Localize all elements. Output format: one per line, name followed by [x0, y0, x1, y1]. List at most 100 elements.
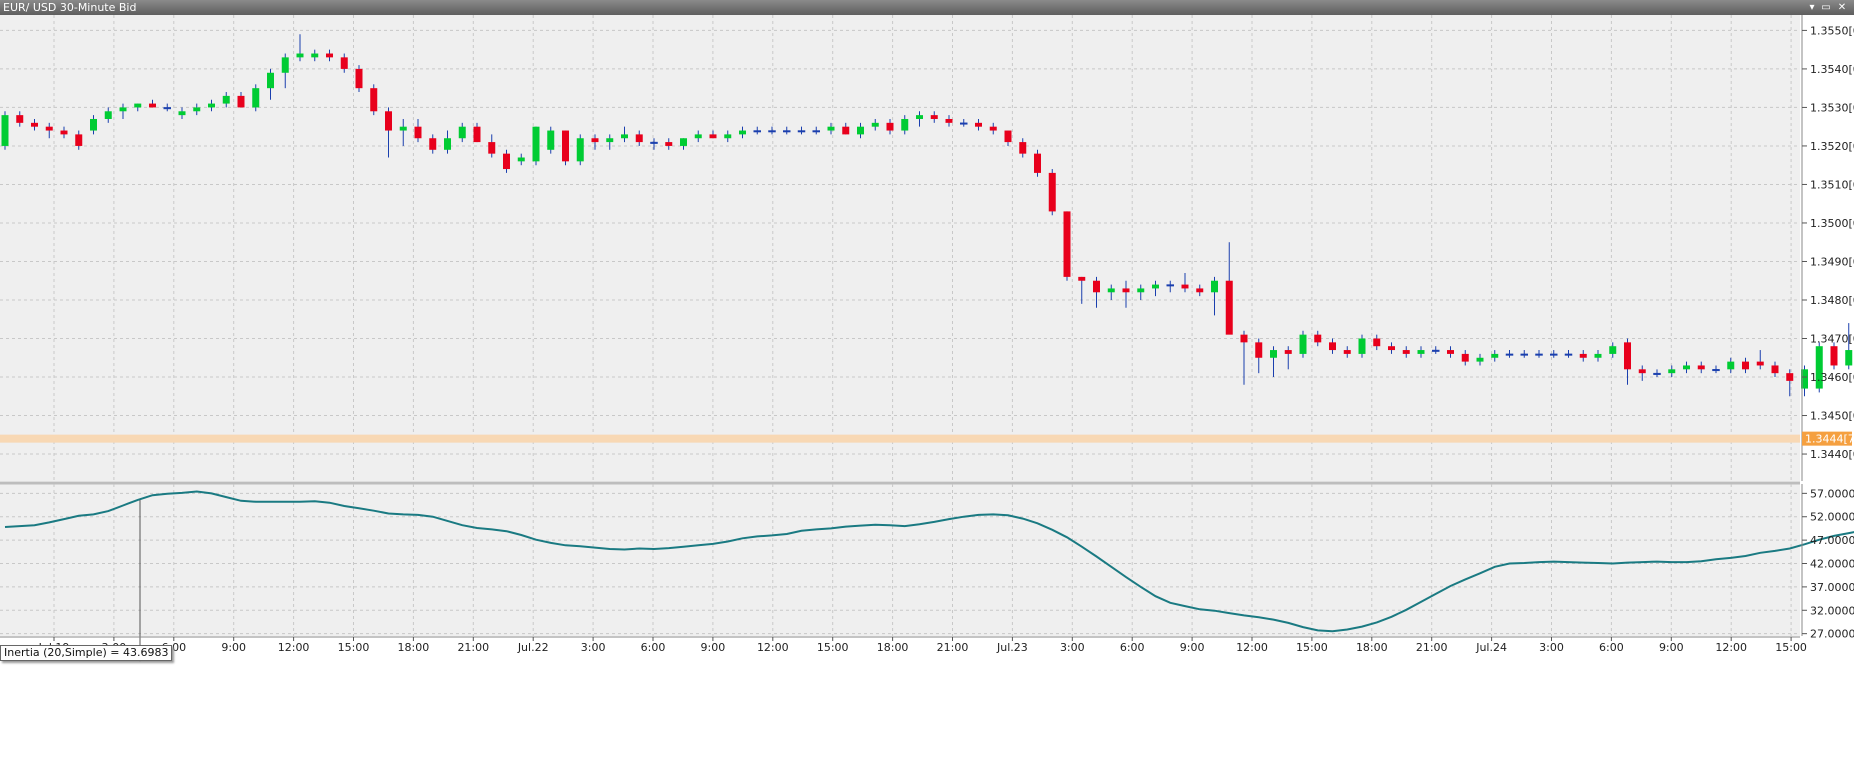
candle [16, 111, 24, 127]
time-tick-label: 12:00 [1236, 641, 1268, 654]
price-panel[interactable] [0, 15, 1800, 481]
dropdown-icon[interactable]: ▾ [1809, 2, 1815, 13]
candle [1034, 149, 1041, 177]
candle [429, 134, 437, 154]
candle [252, 84, 260, 112]
candle-body [606, 138, 614, 143]
time-tick-label: 9:00 [221, 641, 246, 654]
candle-body [104, 111, 112, 119]
restore-icon[interactable]: ▭ [1821, 2, 1831, 13]
time-tick-label: 15:00 [338, 641, 370, 654]
candle-body [1417, 350, 1425, 354]
candle [1712, 365, 1720, 374]
candle [1329, 338, 1336, 354]
candle-body [1786, 373, 1794, 381]
candle [45, 122, 53, 139]
time-tick-label: 21:00 [937, 641, 969, 654]
candle-body [930, 115, 938, 119]
candle [1461, 350, 1469, 366]
indicator-tick-label: 57.0000[0 [1810, 487, 1854, 500]
candle [1564, 350, 1573, 358]
time-tick-label: 18:00 [877, 641, 909, 654]
candle-body [267, 72, 274, 89]
candle [311, 49, 319, 62]
candle [871, 118, 879, 131]
price-axis[interactable]: 1.3550[0] 1.3540[0] 1.3530[0] 1.3520[0] 1.35… [1801, 15, 1854, 481]
candle-body [399, 126, 407, 131]
candle [503, 149, 510, 173]
candle-body [414, 126, 422, 139]
candle [193, 103, 201, 116]
candle-body [709, 134, 717, 139]
candle-body [163, 107, 171, 110]
time-tick-label: 9:00 [701, 641, 726, 654]
candle [1727, 357, 1735, 374]
candle-body [1830, 346, 1838, 366]
candle [975, 118, 982, 131]
candle [1535, 350, 1543, 358]
close-icon[interactable]: ✕ [1837, 2, 1847, 13]
candle [149, 99, 156, 108]
candle-body [1181, 284, 1189, 289]
candle [1830, 342, 1838, 370]
candle-body [827, 126, 835, 131]
candle-body [488, 142, 496, 154]
candle [399, 118, 407, 146]
indicator-panel[interactable] [0, 484, 1800, 636]
indicator-axis[interactable]: 57.0000[0 52.0000[0 47.0000[0 42.0000[0 37.0… [1801, 484, 1854, 641]
indicator-series [4, 490, 1854, 662]
candle-body [665, 142, 673, 146]
candle [1358, 334, 1366, 358]
candle-body [1211, 280, 1218, 293]
grid [0, 15, 1800, 636]
chart-area[interactable]: 1.3550[0] 1.3540[0] 1.3530[0] 1.3520[0] 1.35… [0, 15, 1854, 769]
candle-body [1137, 288, 1145, 293]
price-tick-label: 1.3510[0] [1810, 178, 1854, 191]
candle [1505, 350, 1514, 358]
candle-body [75, 134, 83, 146]
candle [1107, 284, 1115, 300]
candle-body [635, 134, 643, 143]
candle-body [797, 130, 806, 133]
candle [222, 92, 230, 108]
candle [1624, 338, 1631, 385]
price-tick-label: 1.3490[0] [1810, 255, 1854, 268]
candle [75, 130, 83, 150]
candle-body [340, 57, 348, 69]
candle [857, 122, 864, 139]
indicator-tick-label: 27.0000[0 [1810, 628, 1854, 641]
candle [1314, 330, 1322, 347]
candle [797, 126, 806, 135]
candle-body [193, 107, 201, 112]
candle-body [458, 126, 466, 139]
candle [1152, 280, 1159, 297]
candle-body [886, 122, 894, 131]
candle-body [768, 130, 776, 133]
candle-body [1594, 353, 1602, 358]
candle-body [517, 157, 525, 162]
candle-body [1152, 284, 1159, 289]
time-axis[interactable]: Jul.193:006:009:0012:0015:0018:0021:00Ju… [0, 636, 1807, 654]
candle-body [1476, 357, 1484, 362]
candle [296, 34, 304, 62]
candle [576, 134, 584, 166]
candle-body [1491, 353, 1499, 358]
candle-body [444, 138, 451, 150]
candle [370, 84, 378, 116]
candle [768, 126, 776, 135]
time-tick-label: 9:00 [1180, 641, 1205, 654]
candle-body [296, 53, 304, 58]
candle [1063, 211, 1071, 281]
candle-body [753, 130, 761, 133]
candle-body [1520, 353, 1528, 356]
time-tick-label: 6:00 [1120, 641, 1145, 654]
candle-body [1225, 280, 1233, 335]
candle [1801, 365, 1808, 397]
candle [355, 65, 363, 93]
candle-body [1447, 350, 1454, 354]
time-tick-label: 15:00 [817, 641, 849, 654]
indicator-line [4, 490, 1854, 633]
candle [340, 53, 348, 73]
candle-body [1712, 369, 1720, 372]
candle-body [694, 134, 702, 139]
